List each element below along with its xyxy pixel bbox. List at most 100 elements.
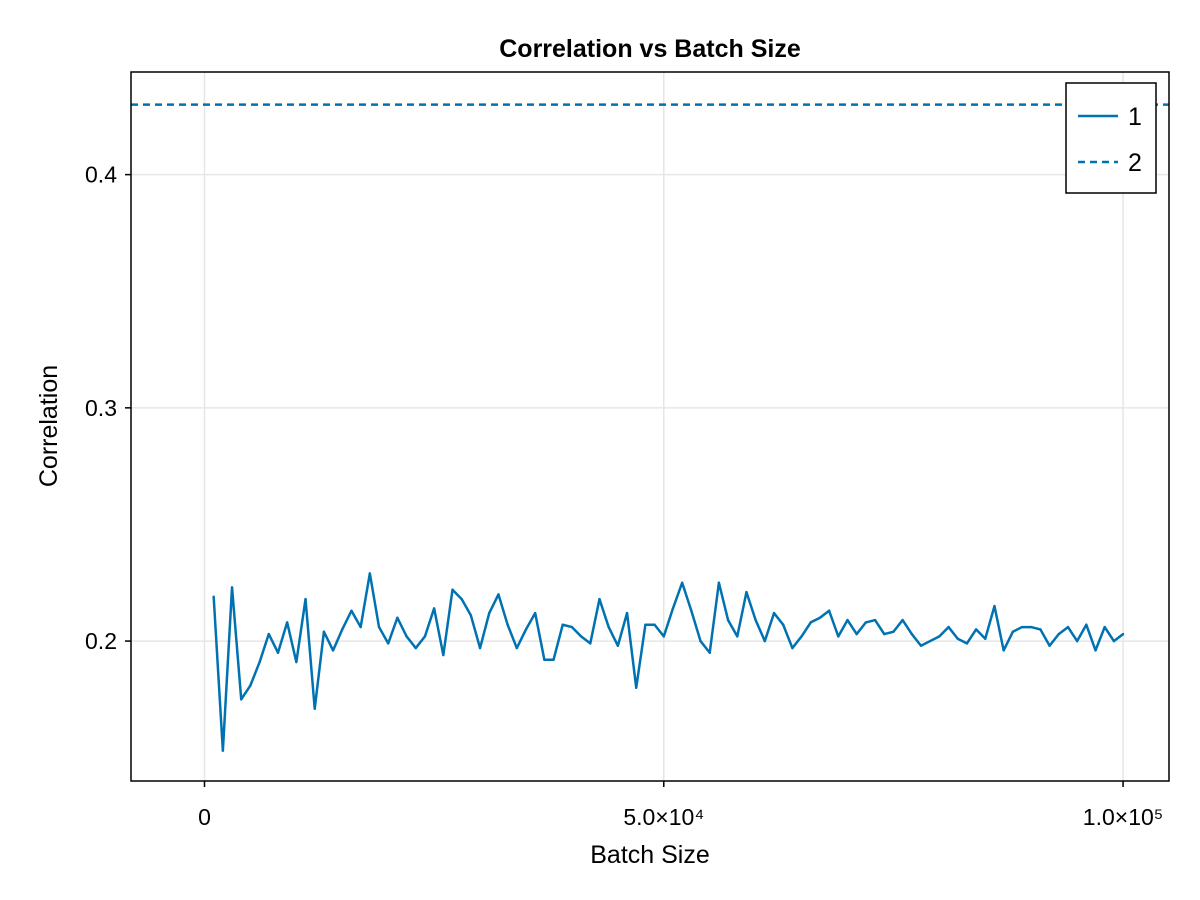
data-point bbox=[616, 644, 620, 647]
data-point bbox=[818, 616, 822, 619]
data-point bbox=[533, 611, 537, 615]
data-point bbox=[974, 628, 978, 631]
data-point bbox=[736, 635, 739, 638]
data-point bbox=[497, 593, 500, 596]
data-point bbox=[1039, 628, 1042, 631]
data-point bbox=[653, 623, 656, 626]
data-point bbox=[341, 628, 344, 631]
data-point bbox=[717, 581, 721, 584]
data-point bbox=[1020, 625, 1024, 629]
data-point bbox=[965, 642, 969, 645]
data-point bbox=[598, 597, 601, 601]
data-point bbox=[901, 618, 904, 622]
x-tick-label: 1.0×10⁵ bbox=[1083, 804, 1164, 830]
data-point bbox=[763, 639, 767, 643]
data-point bbox=[524, 628, 528, 631]
x-tick-label: 5.0×10⁴ bbox=[623, 804, 704, 830]
data-point bbox=[230, 586, 234, 589]
data-point bbox=[680, 581, 684, 584]
data-point bbox=[258, 660, 261, 664]
data-point bbox=[1112, 639, 1116, 643]
data-point bbox=[837, 635, 840, 638]
data-point bbox=[488, 611, 491, 615]
y-tick-label: 0.3 bbox=[85, 395, 117, 421]
data-point bbox=[938, 635, 941, 638]
data-point bbox=[460, 597, 463, 601]
data-point bbox=[331, 649, 335, 652]
data-point bbox=[295, 660, 298, 664]
series-line-1 bbox=[212, 572, 1124, 752]
data-point bbox=[377, 625, 381, 629]
data-point bbox=[625, 611, 629, 615]
data-point bbox=[745, 590, 748, 594]
data-point bbox=[451, 588, 454, 591]
data-point bbox=[350, 609, 353, 612]
data-point bbox=[644, 623, 647, 626]
legend: 12 bbox=[1065, 82, 1157, 194]
data-point bbox=[1030, 625, 1033, 629]
legend-label-1: 1 bbox=[1128, 103, 1142, 131]
data-point bbox=[359, 625, 362, 629]
x-tick-label: 0 bbox=[198, 804, 211, 830]
data-point bbox=[414, 646, 417, 650]
data-point bbox=[396, 616, 399, 619]
data-point bbox=[635, 686, 638, 689]
data-point bbox=[791, 646, 794, 650]
legend-label-2: 2 bbox=[1128, 149, 1142, 177]
data-point bbox=[827, 609, 831, 612]
x-axis: 0 5.0×10⁴ 1.0×10⁵ bbox=[198, 781, 1163, 830]
data-point bbox=[781, 623, 785, 626]
y-axis-label: Correlation bbox=[35, 365, 63, 487]
data-point bbox=[993, 604, 996, 608]
data-point bbox=[432, 607, 436, 610]
data-point bbox=[754, 618, 757, 622]
data-point bbox=[589, 642, 592, 645]
data-point bbox=[846, 618, 849, 622]
data-point bbox=[883, 632, 886, 636]
data-point bbox=[892, 630, 895, 633]
data-point bbox=[506, 623, 509, 626]
legend-box bbox=[1065, 82, 1157, 194]
data-point bbox=[855, 632, 858, 636]
data-point bbox=[469, 614, 473, 617]
x-axis-label: Batch Size bbox=[590, 841, 710, 869]
data-point bbox=[313, 707, 316, 710]
data-point bbox=[240, 698, 243, 701]
data-point bbox=[1066, 625, 1070, 629]
data-point bbox=[1057, 632, 1060, 636]
data-point bbox=[1103, 625, 1106, 629]
data-point bbox=[919, 644, 923, 647]
data-point bbox=[322, 630, 326, 633]
y-axis: 0.2 0.3 0.4 bbox=[85, 162, 131, 654]
data-point bbox=[1085, 623, 1088, 626]
data-point bbox=[800, 635, 803, 638]
data-point bbox=[1075, 639, 1079, 643]
data-point bbox=[662, 635, 665, 638]
y-tick-label: 0.2 bbox=[85, 628, 117, 654]
y-tick-label: 0.4 bbox=[85, 162, 117, 188]
plot-frame bbox=[130, 71, 1170, 782]
data-point bbox=[543, 658, 546, 661]
data-point bbox=[304, 597, 307, 601]
data-point bbox=[515, 646, 519, 650]
data-point bbox=[442, 653, 445, 657]
data-point bbox=[690, 609, 693, 612]
chart-title: Correlation vs Batch Size bbox=[499, 35, 801, 63]
data-point bbox=[910, 632, 913, 636]
series-layer bbox=[131, 103, 1169, 752]
data-point bbox=[561, 623, 564, 626]
grid bbox=[131, 72, 1169, 781]
data-point bbox=[1011, 630, 1015, 633]
data-point bbox=[607, 625, 610, 629]
data-point bbox=[947, 625, 950, 629]
data-point bbox=[368, 572, 372, 575]
data-point bbox=[809, 621, 812, 624]
data-point bbox=[708, 651, 711, 654]
data-point bbox=[928, 639, 932, 643]
data-point bbox=[1048, 644, 1051, 647]
data-point bbox=[772, 611, 776, 615]
data-point bbox=[671, 607, 675, 610]
data-point bbox=[956, 637, 959, 640]
data-point bbox=[984, 637, 987, 640]
